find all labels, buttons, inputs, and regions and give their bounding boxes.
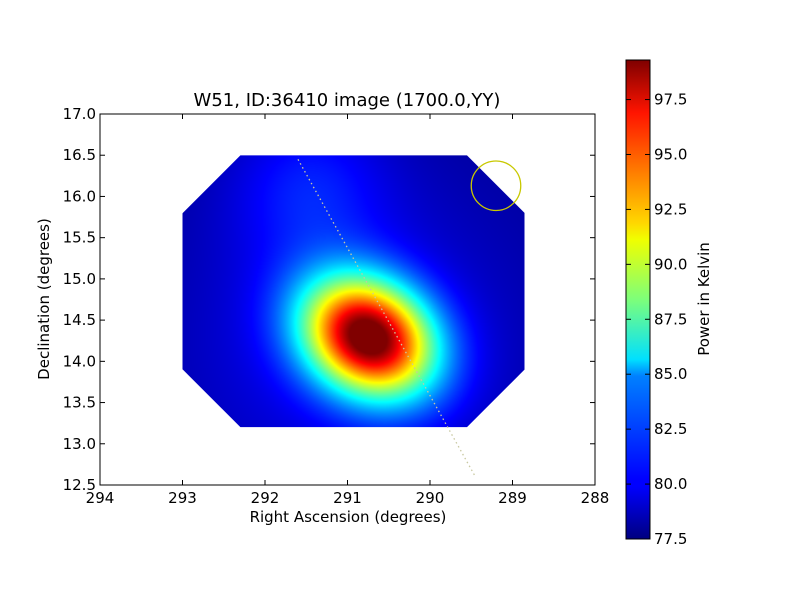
x-tick-label: 289 [498, 489, 527, 507]
y-axis-label: Declination (degrees) [35, 218, 53, 380]
x-tick-label: 293 [168, 489, 197, 507]
colorbar-label: Power in Kelvin [695, 242, 713, 356]
y-tick-label: 15.0 [63, 270, 96, 288]
y-tick-label: 16.5 [63, 146, 96, 164]
x-tick-label: 290 [416, 489, 445, 507]
colorbar-tick-label: 85.0 [654, 365, 687, 383]
colorbar-tick-label: 87.5 [654, 310, 687, 328]
colorbar-tick-label: 82.5 [654, 420, 687, 438]
colorbar-tick-label: 97.5 [654, 91, 687, 109]
y-tick-label: 13.0 [63, 435, 96, 453]
y-tick-label: 13.5 [63, 394, 96, 412]
y-tick-label: 15.5 [63, 229, 96, 247]
y-tick-label: 17.0 [63, 105, 96, 123]
colorbar [625, 59, 651, 540]
y-tick-label: 12.5 [63, 476, 96, 494]
x-axis-ticks: 294 293 292 291 290 289 288 [86, 114, 610, 507]
x-tick-label: 292 [251, 489, 280, 507]
y-tick-label: 14.0 [63, 352, 96, 370]
x-tick-label: 291 [333, 489, 362, 507]
heatmap-image [182, 155, 525, 428]
colorbar-ticks: 77.5 80.0 82.5 85.0 87.5 90.0 92.5 95.0 97.5 [626, 91, 687, 548]
beam-circle [470, 160, 522, 212]
colorbar-tick-label: 95.0 [654, 145, 687, 163]
y-axis-ticks: 12.5 13.0 13.5 14.0 14.5 15.0 15.5 16.0 16.5 17.0 [63, 105, 595, 494]
chart-title: W51, ID:36410 image (1700.0,YY) [194, 90, 501, 111]
x-tick-label: 288 [581, 489, 610, 507]
x-axis-label: Right Ascension (degrees) [250, 508, 447, 526]
colorbar-tick-label: 92.5 [654, 200, 687, 218]
colorbar-tick-label: 77.5 [654, 530, 687, 548]
colorbar-tick-label: 90.0 [654, 255, 687, 273]
heatmap-area [182, 155, 525, 478]
y-tick-label: 16.0 [63, 187, 96, 205]
colorbar-tick-label: 80.0 [654, 475, 687, 493]
x-tick-label: 294 [86, 489, 115, 507]
y-tick-label: 14.5 [63, 311, 96, 329]
